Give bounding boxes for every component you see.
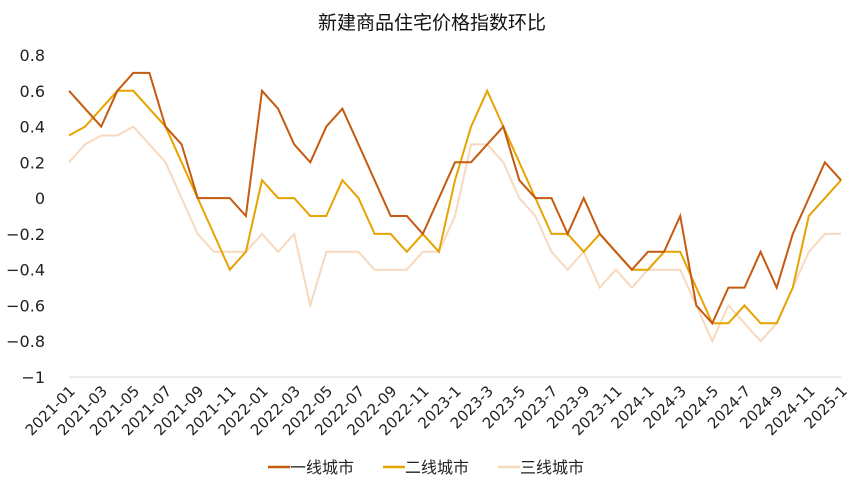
legend-label: 二线城市: [405, 458, 469, 477]
legend-label: 三线城市: [520, 458, 584, 477]
series-line-3: [68, 125, 841, 344]
y-tick-label: −0.6: [6, 296, 45, 315]
y-axis-ticks: 0.8 0.6 0.4 0.2 0 −0.2 −0.4 −0.6 −0.8 −1: [6, 46, 45, 387]
y-tick-label: −0.4: [6, 261, 45, 280]
y-tick-label: 0.4: [20, 118, 45, 137]
legend-item: 一线城市: [268, 458, 354, 477]
y-tick-label: −0.2: [6, 225, 45, 244]
series-lines: [68, 71, 842, 344]
y-tick-label: 0: [35, 189, 45, 208]
y-tick-label: −1: [21, 368, 45, 387]
legend-item: 三线城市: [498, 458, 584, 477]
y-tick-label: 0.8: [20, 46, 45, 65]
series-line-1: [68, 71, 842, 326]
y-tick-label: 0.2: [20, 153, 45, 172]
legend: 一线城市 二线城市 三线城市: [268, 458, 584, 477]
y-tick-label: 0.6: [20, 82, 45, 101]
legend-item: 二线城市: [383, 458, 469, 477]
y-tick-label: −0.8: [6, 332, 45, 351]
legend-label: 一线城市: [290, 458, 354, 477]
chart-title: 新建商品住宅价格指数环比: [318, 12, 546, 34]
x-axis-ticks: 2021-012021-032021-052021-072021-092021-…: [22, 382, 851, 439]
